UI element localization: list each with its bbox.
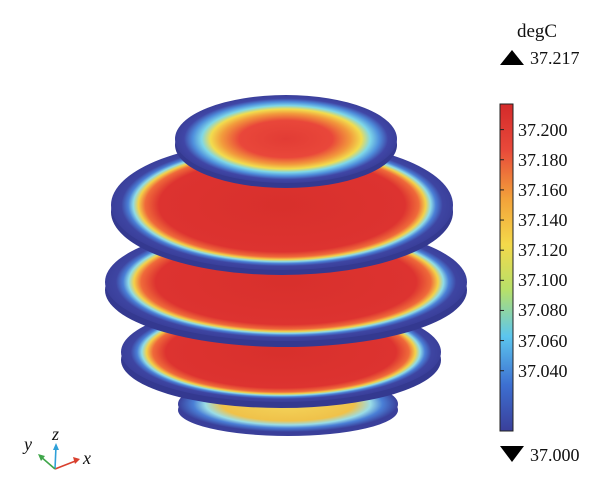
- colorbar: [499, 103, 514, 432]
- colorbar-tick-label: 37.100: [518, 270, 568, 291]
- colorbar-tick-label: 37.200: [518, 119, 568, 140]
- colorbar-tick-label: 37.180: [518, 149, 568, 170]
- axis-y-label: y: [24, 434, 32, 454]
- max-marker-icon: [500, 50, 524, 65]
- colorbar-tick-label: 37.160: [518, 179, 568, 200]
- axis-x-label: x: [83, 448, 91, 468]
- axis-z-label: z: [52, 424, 60, 444]
- colorbar-tick-label: 37.060: [518, 330, 568, 351]
- colorbar-tick-label: 37.140: [518, 210, 568, 231]
- colorbar-tick-marks: [500, 129, 504, 372]
- colorbar-tick-label: 37.120: [518, 240, 568, 261]
- colorbar-max-label: 37.217: [530, 48, 580, 68]
- colorbar-tick-label: 37.080: [518, 300, 568, 321]
- colorbar-unit: degC: [517, 21, 558, 42]
- colorbar-tick-label: 37.040: [518, 360, 568, 381]
- min-marker-icon: [500, 446, 524, 462]
- slice-top: [175, 95, 397, 183]
- axes-triad: [38, 443, 80, 470]
- colorbar-min-label: 37.000: [530, 445, 580, 465]
